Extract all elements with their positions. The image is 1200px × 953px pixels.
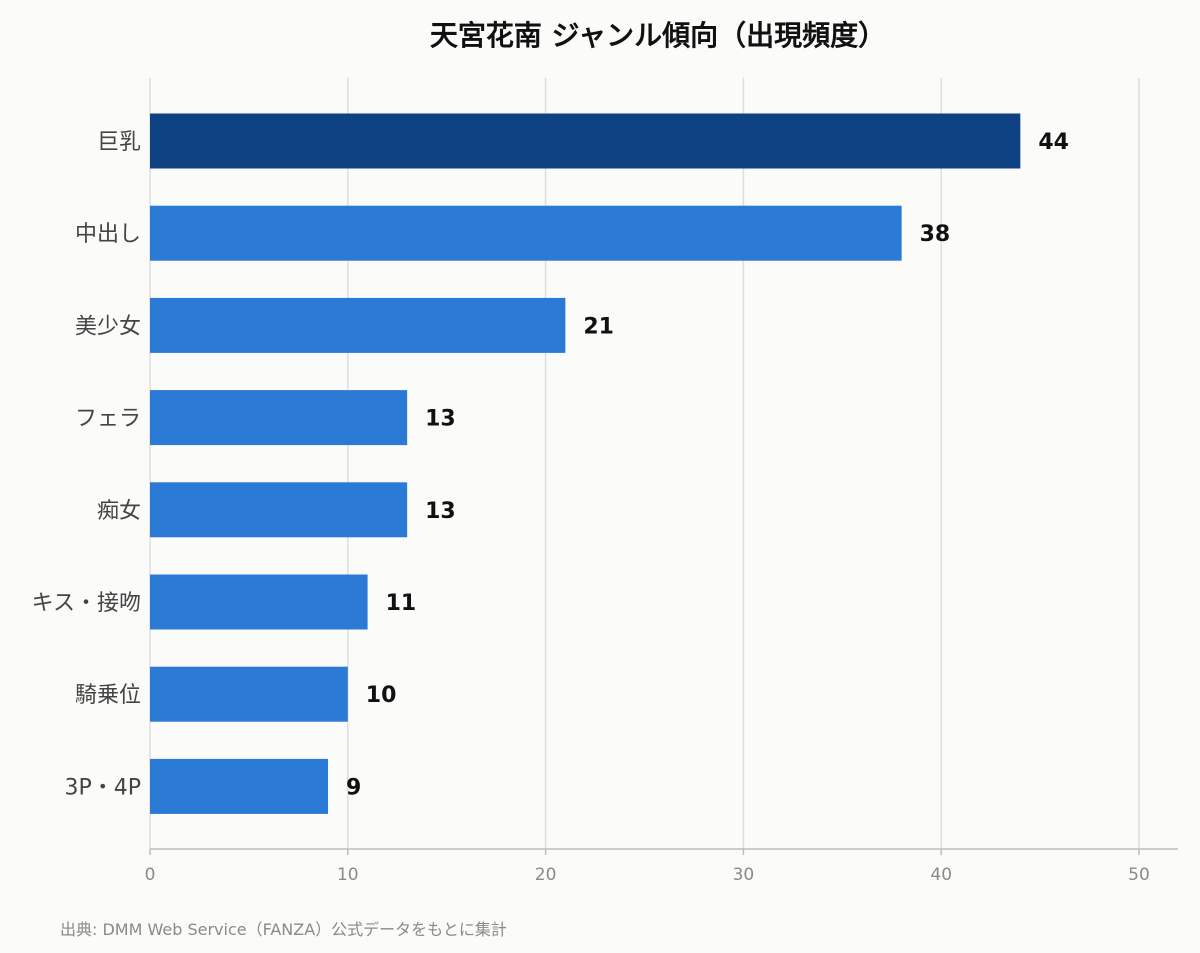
bar	[150, 113, 1021, 169]
value-label: 9	[346, 775, 361, 800]
x-tick-label: 50	[1128, 865, 1150, 885]
x-tick-layer: 0 10 20 30 40 50	[145, 849, 1150, 885]
category-label: フェラ	[75, 407, 141, 432]
value-label: 13	[425, 407, 456, 432]
bar	[150, 390, 408, 446]
category-label: 3P・4P	[64, 775, 141, 800]
x-tick-label: 40	[930, 865, 952, 885]
bar	[150, 666, 348, 722]
x-tick-label: 30	[733, 865, 755, 885]
label-layer: 巨乳 44 中出し 38 美少女 21 フェラ 13 痴女 13 キス・接吻 11 騎乗位 10 3P・4P…	[32, 130, 1069, 800]
source-note: 出典: DMM Web Service（FANZA）公式データをもとに集計	[60, 920, 507, 939]
grid-layer	[149, 78, 1140, 849]
category-label: 騎乗位	[75, 683, 141, 708]
bar	[150, 758, 329, 814]
value-label: 10	[366, 683, 397, 708]
value-label: 13	[425, 499, 456, 524]
category-label: 美少女	[75, 314, 141, 339]
bar	[150, 205, 902, 261]
value-label: 21	[583, 314, 614, 339]
category-label: 中出し	[75, 222, 141, 247]
category-label: 痴女	[97, 499, 141, 524]
x-tick-label: 0	[145, 865, 156, 885]
x-tick-label: 20	[535, 865, 557, 885]
bar	[150, 574, 368, 630]
bar-layer	[150, 113, 1021, 814]
value-label: 11	[386, 591, 417, 616]
category-label: 巨乳	[97, 130, 141, 155]
x-tick-label: 10	[337, 865, 359, 885]
category-label: キス・接吻	[32, 591, 141, 616]
bar	[150, 297, 566, 353]
value-label: 38	[920, 222, 951, 247]
bar	[150, 482, 408, 538]
value-label: 44	[1038, 130, 1069, 155]
chart-title: 天宮花南 ジャンル傾向（出現頻度）	[430, 19, 886, 52]
